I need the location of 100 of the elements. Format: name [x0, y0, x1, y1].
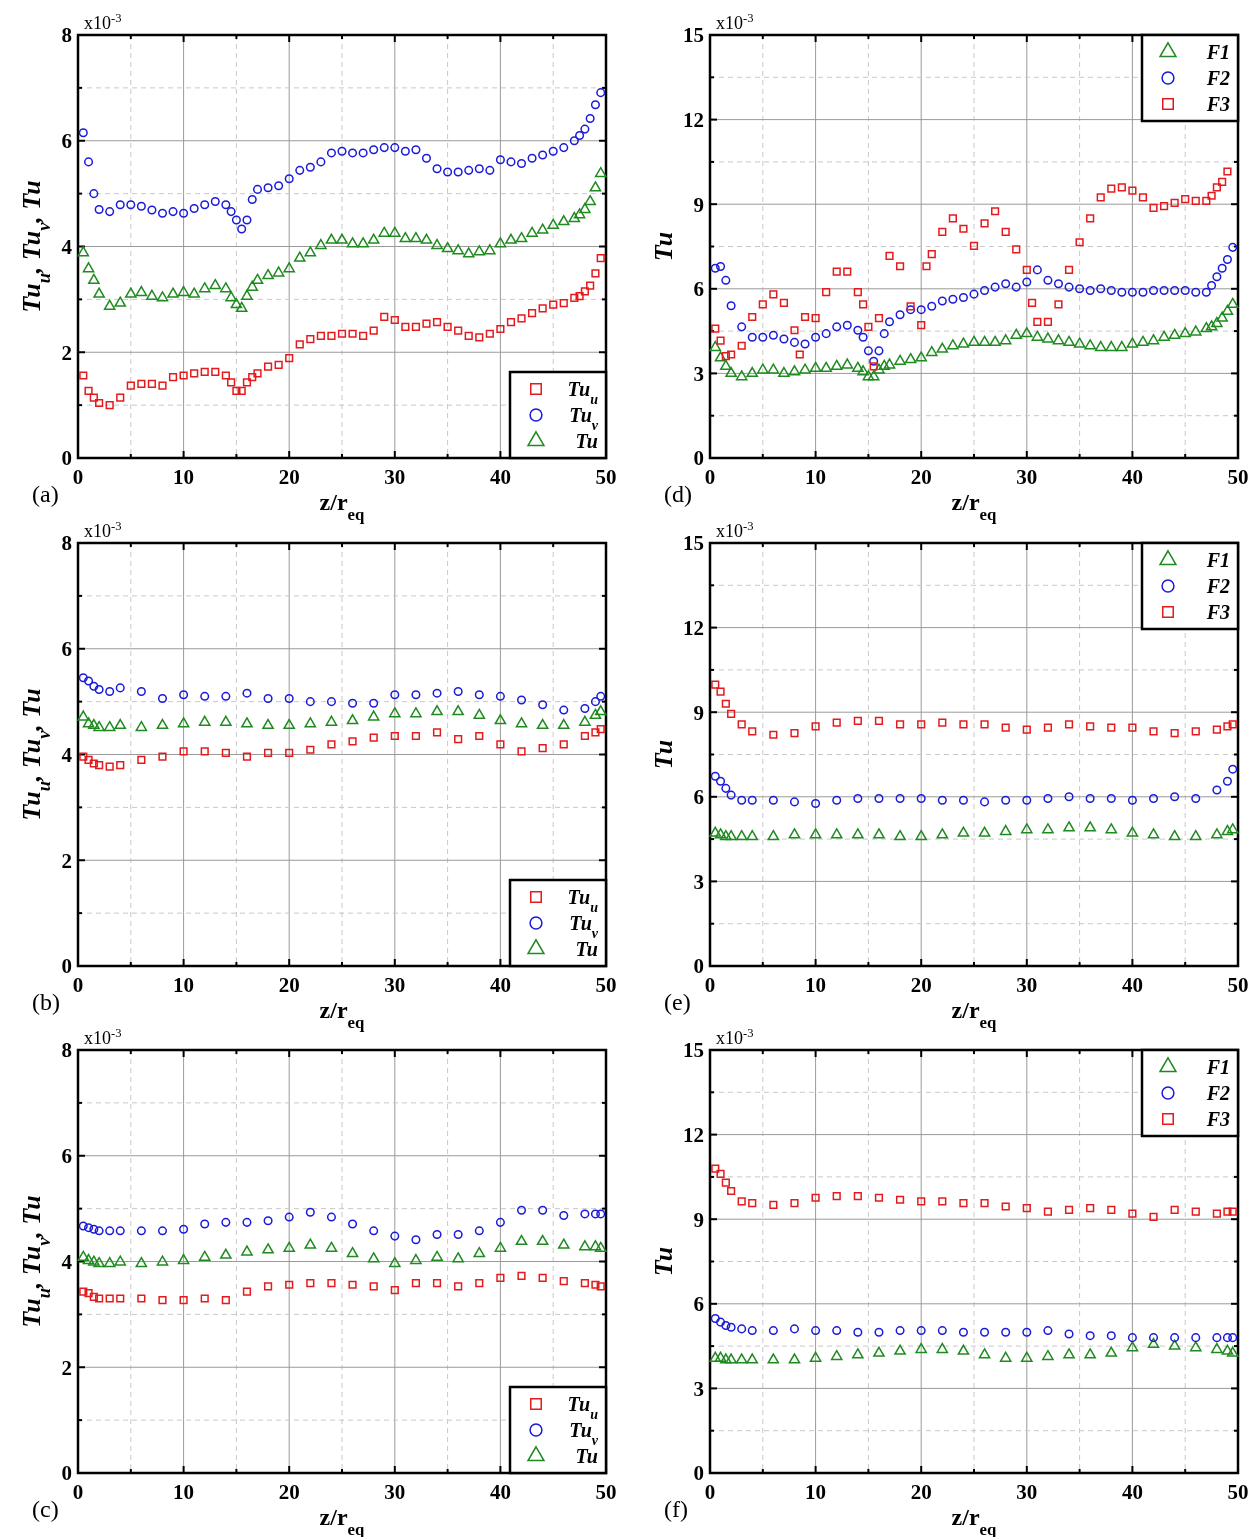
point — [721, 699, 730, 708]
point — [285, 748, 294, 758]
legend-label: F3 — [1205, 601, 1230, 623]
point — [378, 226, 391, 237]
point — [721, 275, 731, 285]
point — [89, 393, 98, 402]
x-tick-label: 10 — [173, 973, 195, 997]
point — [575, 130, 585, 140]
y-axis-title: Tu — [649, 1246, 678, 1277]
point — [242, 1217, 252, 1227]
point — [1001, 1327, 1011, 1337]
point — [358, 148, 368, 158]
point — [443, 322, 452, 331]
point — [105, 207, 115, 217]
point — [832, 322, 842, 332]
point — [1043, 1326, 1053, 1336]
point — [1022, 1327, 1032, 1337]
point — [790, 326, 799, 335]
point — [1228, 720, 1237, 729]
x-tick-label: 50 — [595, 1480, 617, 1504]
point — [853, 793, 863, 804]
legend-label: Tu$_{u}$ — [567, 378, 599, 407]
point — [709, 340, 722, 352]
y-tick-label: 4 — [61, 234, 73, 259]
point — [285, 353, 294, 363]
point — [1228, 1207, 1237, 1216]
point — [89, 681, 99, 691]
y-tick-label: 0 — [693, 1461, 704, 1486]
point — [768, 795, 778, 805]
x-axis-title: z/r$_{eq}$ — [319, 489, 366, 524]
point — [167, 287, 179, 298]
point — [326, 1212, 336, 1222]
point — [1181, 195, 1190, 204]
point — [557, 1238, 570, 1249]
point — [557, 215, 570, 226]
point — [915, 829, 928, 841]
point — [895, 793, 905, 804]
point — [1064, 1329, 1074, 1339]
point — [1226, 823, 1239, 834]
point — [917, 321, 926, 330]
point — [495, 155, 505, 165]
point — [735, 829, 748, 841]
point — [263, 748, 273, 758]
point — [1085, 285, 1095, 296]
point — [82, 717, 95, 728]
point — [221, 200, 231, 210]
point — [779, 334, 789, 344]
point — [200, 200, 210, 210]
point — [727, 1186, 736, 1196]
point — [917, 720, 926, 729]
point — [325, 1241, 338, 1252]
point — [980, 219, 989, 228]
point — [1107, 723, 1116, 732]
point — [89, 1224, 99, 1234]
point — [1205, 320, 1218, 331]
text: x10$^{-3}$ — [84, 11, 122, 33]
point — [711, 1164, 720, 1173]
point — [89, 759, 98, 768]
point — [538, 700, 548, 710]
point — [1010, 328, 1023, 340]
point — [1012, 245, 1021, 254]
point — [517, 1271, 526, 1280]
point — [209, 278, 222, 290]
x-tick-label: 40 — [489, 973, 511, 997]
point — [568, 211, 581, 223]
point — [1221, 304, 1234, 316]
point — [327, 1279, 336, 1288]
point — [464, 165, 474, 175]
point — [1168, 1339, 1181, 1350]
point — [1085, 1331, 1095, 1341]
point — [454, 326, 463, 335]
point — [177, 285, 190, 297]
point — [596, 1209, 606, 1219]
point — [594, 1241, 607, 1252]
point — [1170, 1333, 1180, 1343]
point — [1106, 285, 1116, 296]
point — [177, 717, 190, 728]
point — [758, 332, 768, 342]
point — [87, 273, 100, 285]
point — [1027, 298, 1037, 307]
point — [767, 363, 780, 374]
point — [221, 1217, 231, 1227]
y-tick-label: 4 — [61, 1249, 73, 1274]
point — [999, 824, 1012, 836]
point — [832, 1326, 842, 1336]
point — [200, 1294, 209, 1303]
point — [79, 371, 88, 380]
legend-label: F2 — [1205, 1082, 1230, 1104]
point — [811, 314, 820, 323]
point — [84, 386, 93, 395]
point — [1084, 339, 1097, 350]
point — [515, 231, 528, 243]
point — [709, 826, 722, 837]
point — [411, 1279, 421, 1288]
point — [262, 718, 274, 730]
point — [727, 350, 736, 359]
point — [788, 828, 801, 839]
point — [1001, 227, 1010, 236]
point — [1127, 287, 1137, 297]
point — [78, 128, 88, 138]
